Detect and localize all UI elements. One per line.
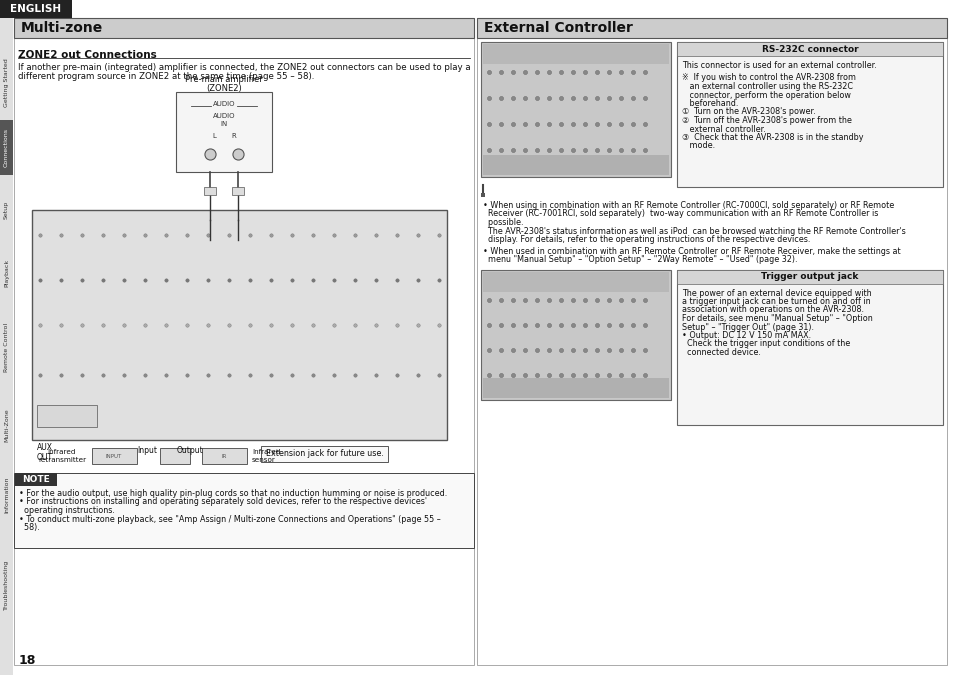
Text: Trigger output jack: Trigger output jack — [760, 272, 858, 281]
Text: AUDIO: AUDIO — [213, 101, 235, 107]
Text: Infrared
retransmitter: Infrared retransmitter — [38, 450, 86, 462]
Text: The power of an external device equipped with: The power of an external device equipped… — [681, 288, 871, 298]
Text: Connections: Connections — [4, 128, 9, 167]
Text: Receiver (RC-7001RCI, sold separately)  two-way communication with an RF Remote : Receiver (RC-7001RCI, sold separately) t… — [482, 209, 878, 219]
Text: mode.: mode. — [681, 142, 715, 151]
Text: Remote Control: Remote Control — [4, 323, 9, 372]
Bar — [476, 18, 946, 38]
Text: • Output: DC 12 V 150 mA MAX.: • Output: DC 12 V 150 mA MAX. — [681, 331, 810, 340]
Text: Getting Started: Getting Started — [4, 58, 9, 107]
Text: • When using in combination with an RF Remote Controller (RC-7000CI, sold separa: • When using in combination with an RF R… — [482, 201, 893, 210]
Text: If another pre-main (integrated) amplifier is connected, the ZONE2 out connector: If another pre-main (integrated) amplifi… — [18, 63, 470, 72]
Text: Check the trigger input conditions of the: Check the trigger input conditions of th… — [681, 340, 849, 348]
Bar — [37, 405, 97, 427]
Text: AUDIO: AUDIO — [213, 113, 235, 119]
Text: ①  Turn on the AVR-2308's power.: ① Turn on the AVR-2308's power. — [681, 107, 815, 117]
Bar — [677, 42, 942, 187]
Bar — [175, 92, 272, 172]
Text: different program source in ZONE2 at the same time (​page 55 – 58).: different program source in ZONE2 at the… — [18, 72, 314, 81]
Bar — [480, 193, 484, 197]
Text: Playback: Playback — [4, 259, 9, 287]
Text: possible.: possible. — [482, 218, 523, 227]
Text: Extension jack for future use.: Extension jack for future use. — [266, 450, 383, 458]
Text: operating instructions.: operating instructions. — [19, 506, 114, 515]
Bar — [677, 269, 942, 425]
Text: • For instructions on installing and operating separately sold devices, refer to: • For instructions on installing and ope… — [19, 497, 427, 506]
Text: ENGLISH: ENGLISH — [10, 4, 62, 14]
Text: 18: 18 — [19, 653, 36, 666]
Bar — [0, 185, 13, 235]
Text: Pre-main amplifier: Pre-main amplifier — [185, 76, 263, 84]
Text: connector, perform the operation below: connector, perform the operation below — [681, 90, 850, 99]
Text: Setup: Setup — [4, 201, 9, 219]
Bar — [0, 315, 13, 380]
Bar — [677, 269, 942, 283]
Text: The AVR-2308's status information as well as iPod  can be browsed watching the R: The AVR-2308's status information as wel… — [482, 227, 904, 236]
Text: ③  Check that the AVR-2308 is in the standby: ③ Check that the AVR-2308 is in the stan… — [681, 133, 862, 142]
Text: L: L — [212, 133, 215, 139]
Text: Infrared
sensor: Infrared sensor — [252, 450, 280, 462]
Text: Multi-Zone: Multi-Zone — [4, 408, 9, 442]
Text: Multi-zone: Multi-zone — [21, 21, 103, 35]
Text: connected device.: connected device. — [681, 348, 760, 357]
Text: external controller.: external controller. — [681, 124, 765, 134]
Bar — [160, 448, 190, 464]
Bar — [677, 42, 942, 56]
Text: For details, see menu "Manual Setup" – "Option: For details, see menu "Manual Setup" – "… — [681, 314, 872, 323]
Bar — [0, 120, 13, 175]
Text: Setup" – "Trigger Out" (​page 31).: Setup" – "Trigger Out" (​page 31). — [681, 323, 813, 331]
Text: Input: Input — [137, 446, 157, 455]
Bar — [482, 44, 668, 64]
Bar — [14, 18, 474, 665]
Text: IN: IN — [220, 121, 228, 127]
Text: AUX
OUT: AUX OUT — [37, 443, 53, 462]
Bar — [202, 448, 247, 464]
Text: Information: Information — [4, 477, 9, 513]
Text: IR: IR — [221, 454, 227, 458]
Bar — [0, 18, 13, 675]
Bar — [14, 18, 474, 38]
Text: beforehand.: beforehand. — [681, 99, 738, 108]
Bar — [476, 18, 946, 665]
Bar — [0, 550, 13, 620]
Text: menu "Manual Setup" – "Option Setup" – "2Way Remote" – "Used" (​page 32).: menu "Manual Setup" – "Option Setup" – "… — [482, 255, 797, 264]
Text: Output: Output — [176, 446, 203, 455]
Bar — [14, 473, 474, 548]
Bar — [0, 55, 13, 110]
Bar — [0, 395, 13, 455]
Bar — [0, 245, 13, 300]
Text: • When used in combination with an RF Remote Controller or RF Remote Receiver, m: • When used in combination with an RF Re… — [482, 246, 900, 256]
Text: RS-232C connector: RS-232C connector — [760, 45, 858, 53]
Text: This connector is used for an external controller.: This connector is used for an external c… — [681, 61, 876, 70]
Bar — [91, 448, 137, 464]
Text: • To conduct multi-zone playback, see "Amp Assign / Multi-zone Connections and O: • To conduct multi-zone playback, see "A… — [19, 514, 440, 524]
Text: (ZONE2): (ZONE2) — [206, 84, 242, 92]
Text: R: R — [232, 133, 236, 139]
Bar — [204, 187, 215, 195]
Bar — [482, 377, 668, 398]
Text: a trigger input jack can be turned on and off in: a trigger input jack can be turned on an… — [681, 297, 870, 306]
Bar — [15, 473, 57, 486]
Bar — [480, 42, 670, 177]
FancyBboxPatch shape — [261, 446, 388, 462]
Bar — [482, 155, 668, 175]
Bar — [0, 0, 71, 18]
Text: NOTE: NOTE — [22, 475, 50, 484]
Text: External Controller: External Controller — [483, 21, 632, 35]
Bar — [0, 465, 13, 525]
Text: ※  If you wish to control the AVR-2308 from: ※ If you wish to control the AVR-2308 fr… — [681, 74, 855, 82]
Text: • For the audio output, use high quality pin-plug cords so that no induction hum: • For the audio output, use high quality… — [19, 489, 447, 498]
Bar — [482, 271, 668, 292]
Text: ZONE2 out Connections: ZONE2 out Connections — [18, 50, 156, 60]
Text: display. For details, refer to the operating instructions of the respective devi: display. For details, refer to the opera… — [482, 235, 809, 244]
Text: an external controller using the RS-232C: an external controller using the RS-232C — [681, 82, 852, 91]
Text: ②  Turn off the AVR-2308's power from the: ② Turn off the AVR-2308's power from the — [681, 116, 851, 125]
Bar — [232, 187, 244, 195]
Text: Troubleshooting: Troubleshooting — [4, 560, 9, 610]
Text: 58).: 58). — [19, 523, 40, 532]
Bar — [32, 210, 447, 440]
Text: association with operations on the AVR-2308.: association with operations on the AVR-2… — [681, 306, 863, 315]
Text: INPUT: INPUT — [106, 454, 122, 458]
Bar — [480, 269, 670, 400]
